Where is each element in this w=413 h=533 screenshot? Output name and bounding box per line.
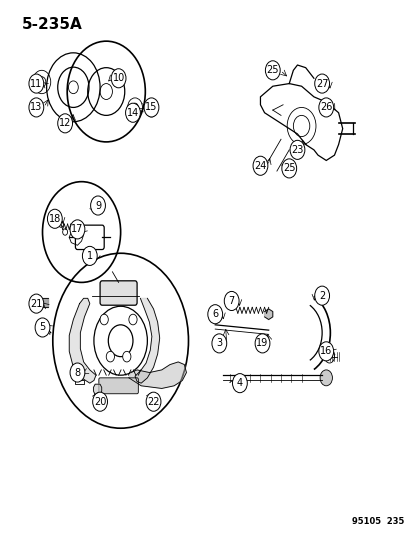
Circle shape bbox=[100, 314, 108, 325]
Circle shape bbox=[128, 314, 137, 325]
Circle shape bbox=[57, 114, 72, 133]
Circle shape bbox=[43, 182, 120, 282]
Circle shape bbox=[70, 220, 85, 239]
Text: 15: 15 bbox=[145, 102, 157, 112]
Circle shape bbox=[146, 392, 161, 411]
Circle shape bbox=[314, 286, 329, 305]
Circle shape bbox=[70, 363, 85, 382]
Text: 12: 12 bbox=[59, 118, 71, 128]
Text: 24: 24 bbox=[254, 161, 266, 171]
Circle shape bbox=[318, 98, 333, 117]
Text: 3: 3 bbox=[216, 338, 222, 349]
Text: 22: 22 bbox=[147, 397, 159, 407]
Text: 14: 14 bbox=[126, 108, 139, 118]
Polygon shape bbox=[69, 298, 96, 383]
Polygon shape bbox=[264, 309, 272, 319]
Circle shape bbox=[281, 159, 296, 178]
Circle shape bbox=[318, 342, 333, 361]
Circle shape bbox=[47, 209, 62, 228]
Circle shape bbox=[254, 334, 269, 353]
Text: 8: 8 bbox=[74, 368, 81, 377]
Text: 7: 7 bbox=[228, 296, 234, 306]
Circle shape bbox=[211, 334, 226, 353]
Circle shape bbox=[111, 69, 126, 88]
Text: 25: 25 bbox=[282, 164, 295, 173]
Circle shape bbox=[29, 74, 44, 93]
Circle shape bbox=[265, 61, 280, 80]
Text: 16: 16 bbox=[319, 346, 332, 357]
Text: 10: 10 bbox=[112, 73, 124, 83]
FancyBboxPatch shape bbox=[100, 281, 137, 305]
Text: 25: 25 bbox=[266, 66, 278, 75]
Circle shape bbox=[319, 370, 332, 386]
Text: 2: 2 bbox=[318, 290, 325, 301]
Text: 23: 23 bbox=[291, 145, 303, 155]
Text: 17: 17 bbox=[71, 224, 83, 235]
Text: 26: 26 bbox=[319, 102, 332, 112]
Text: 95105  235: 95105 235 bbox=[351, 518, 404, 526]
Text: 13: 13 bbox=[30, 102, 43, 112]
Circle shape bbox=[207, 305, 222, 324]
Circle shape bbox=[93, 392, 107, 411]
FancyBboxPatch shape bbox=[99, 378, 138, 394]
Circle shape bbox=[144, 98, 159, 117]
Circle shape bbox=[314, 74, 329, 93]
Text: 21: 21 bbox=[30, 298, 43, 309]
Circle shape bbox=[290, 140, 304, 159]
Text: 19: 19 bbox=[256, 338, 268, 349]
Circle shape bbox=[82, 246, 97, 265]
Circle shape bbox=[122, 351, 131, 362]
Text: 6: 6 bbox=[211, 309, 218, 319]
Circle shape bbox=[232, 374, 247, 393]
Circle shape bbox=[224, 292, 238, 311]
Circle shape bbox=[125, 103, 140, 122]
Polygon shape bbox=[128, 362, 186, 389]
Text: 9: 9 bbox=[95, 200, 101, 211]
Circle shape bbox=[35, 318, 50, 337]
Circle shape bbox=[106, 351, 114, 362]
Text: 11: 11 bbox=[30, 78, 43, 88]
Polygon shape bbox=[135, 298, 159, 383]
Text: 18: 18 bbox=[49, 214, 61, 224]
Text: 1: 1 bbox=[87, 251, 93, 261]
Circle shape bbox=[90, 196, 105, 215]
Text: 4: 4 bbox=[236, 378, 242, 388]
Text: 27: 27 bbox=[315, 78, 328, 88]
Text: 5-235A: 5-235A bbox=[22, 17, 83, 33]
Circle shape bbox=[29, 98, 44, 117]
Text: 5: 5 bbox=[39, 322, 45, 333]
Text: 20: 20 bbox=[94, 397, 106, 407]
Circle shape bbox=[252, 156, 267, 175]
Polygon shape bbox=[93, 384, 102, 395]
Circle shape bbox=[29, 294, 44, 313]
